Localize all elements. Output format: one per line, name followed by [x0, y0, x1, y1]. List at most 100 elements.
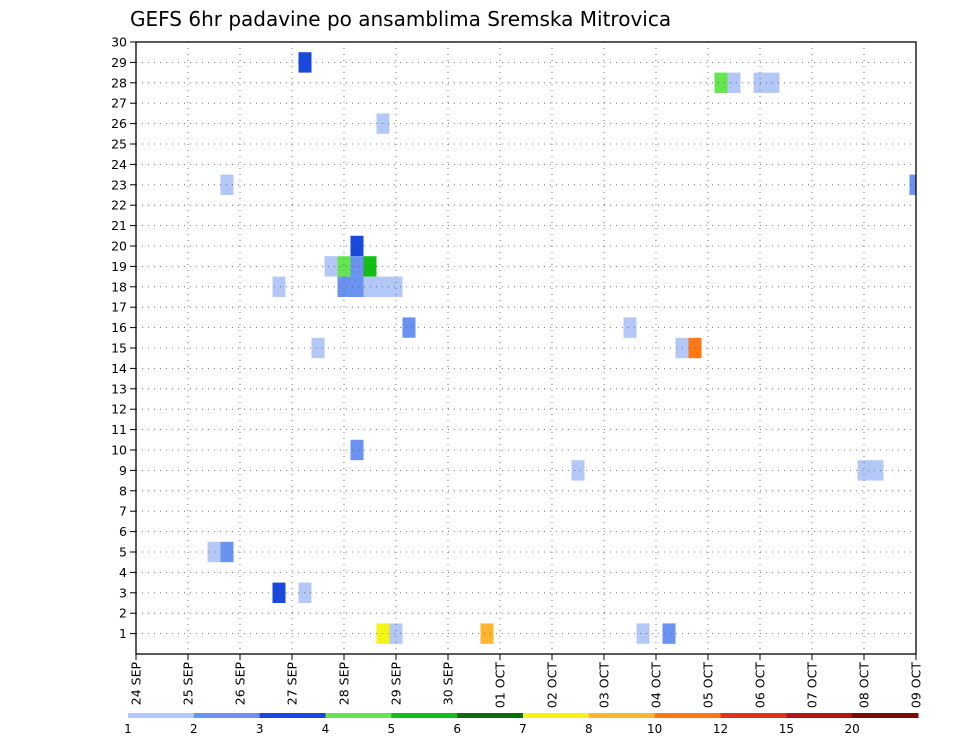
x-tick-label: 08 OCT: [857, 662, 872, 708]
legend-label: 5: [388, 722, 396, 736]
precip-cell: [662, 623, 676, 644]
y-tick-label: 6: [119, 524, 127, 539]
legend-swatch: [325, 713, 392, 718]
y-tick-label: 29: [111, 55, 127, 70]
precip-cell: [350, 235, 364, 257]
y-tick-label: 24: [111, 157, 127, 172]
precip-cell: [311, 337, 325, 359]
precip-cells: [207, 52, 916, 644]
legend-swatch: [457, 713, 524, 718]
y-tick-label: 23: [111, 177, 127, 192]
y-tick-label: 19: [111, 259, 127, 274]
x-axis: 24 SEP 25 SEP 26 SEP 27 SEP 28 SEP 29 SEP 30 S…: [129, 654, 924, 708]
y-tick-label: 26: [111, 116, 127, 131]
x-tick-label: 28 SEP: [337, 662, 352, 706]
legend-swatch: [720, 713, 787, 718]
y-tick-label: 9: [119, 463, 127, 478]
y-tick-label: 4: [119, 565, 127, 580]
x-tick-label: 03 OCT: [597, 662, 612, 708]
y-tick-label: 11: [111, 422, 127, 437]
y-tick-label: 30: [111, 35, 127, 50]
legend-swatch: [852, 713, 919, 718]
precip-cell: [727, 72, 741, 93]
precip-cell: [350, 256, 364, 277]
legend-label: 4: [322, 722, 330, 736]
legend-label: 20: [845, 722, 860, 736]
precip-cell: [337, 256, 351, 277]
chart-title: GEFS 6hr padavine po ansamblima Sremska …: [130, 7, 671, 31]
y-tick-label: 7: [119, 504, 127, 519]
legend-swatch: [193, 713, 261, 718]
x-tick-label: 01 OCT: [493, 662, 508, 708]
legend-label: 3: [256, 722, 264, 736]
y-tick-label: 25: [111, 137, 127, 152]
precip-cell: [623, 317, 637, 338]
legend-swatch: [523, 713, 590, 718]
y-axis: 1234567891011121314151617181920212223242…: [111, 35, 136, 641]
grid-lines: [136, 42, 916, 654]
x-tick-label: 06 OCT: [753, 662, 768, 708]
precip-cell: [909, 174, 916, 195]
y-tick-label: 16: [111, 320, 127, 335]
legend-label: 10: [647, 722, 662, 736]
y-tick-label: 3: [119, 585, 127, 600]
y-tick-label: 28: [111, 75, 127, 90]
y-tick-label: 10: [111, 443, 127, 458]
legend-label: 7: [519, 722, 527, 736]
precip-cell: [636, 623, 650, 644]
x-tick-label: 27 SEP: [285, 662, 300, 706]
legend-label: 6: [453, 722, 461, 736]
x-tick-label: 29 SEP: [389, 662, 404, 706]
x-tick-label: 24 SEP: [129, 662, 144, 706]
y-tick-label: 18: [111, 279, 127, 294]
y-tick-label: 15: [111, 341, 127, 356]
precip-cell: [857, 460, 871, 481]
precip-cell: [571, 460, 585, 481]
y-tick-label: 1: [119, 626, 127, 641]
x-tick-label: 09 OCT: [909, 662, 924, 708]
y-tick-label: 22: [111, 198, 127, 213]
precip-cell: [870, 460, 884, 481]
precip-cell: [350, 276, 364, 297]
legend-label: 15: [779, 722, 794, 736]
y-tick-label: 13: [111, 381, 127, 396]
precip-cell: [272, 276, 286, 297]
precip-cell: [272, 582, 286, 603]
x-tick-label: 26 SEP: [233, 662, 248, 706]
legend-label: 2: [190, 722, 198, 736]
color-legend: 1 2 3 4 5 6 7 8 10 12 15 20: [124, 713, 919, 736]
precip-cell: [389, 276, 403, 297]
x-tick-label: 02 OCT: [545, 662, 560, 708]
y-tick-label: 14: [111, 361, 127, 376]
legend-label: 12: [713, 722, 728, 736]
x-tick-label: 07 OCT: [805, 662, 820, 708]
x-tick-label: 04 OCT: [649, 662, 664, 708]
x-tick-label: 05 OCT: [701, 662, 716, 708]
precip-cell: [337, 276, 351, 297]
legend-swatch: [128, 713, 195, 718]
precip-cell: [714, 72, 728, 93]
legend-swatch: [391, 713, 458, 718]
precip-cell: [324, 256, 338, 277]
legend-swatch: [259, 713, 326, 718]
precip-cell: [480, 623, 494, 644]
precip-cell: [402, 317, 416, 338]
legend-label: 8: [585, 722, 593, 736]
legend-swatch: [588, 713, 656, 718]
legend-label: 1: [124, 722, 132, 736]
y-tick-label: 20: [111, 239, 127, 254]
legend-swatch: [654, 713, 721, 718]
y-tick-label: 17: [111, 300, 127, 315]
legend-swatch: [786, 713, 853, 718]
x-tick-label: 25 SEP: [181, 662, 196, 706]
precip-cell: [350, 439, 364, 461]
x-tick-label: 30 SEP: [441, 662, 456, 706]
y-tick-label: 27: [111, 96, 127, 111]
y-tick-label: 12: [111, 402, 127, 417]
precip-cell: [389, 623, 403, 644]
y-tick-label: 21: [111, 218, 127, 233]
y-tick-label: 8: [119, 483, 127, 498]
y-tick-label: 5: [119, 545, 127, 560]
y-tick-label: 2: [119, 606, 127, 621]
